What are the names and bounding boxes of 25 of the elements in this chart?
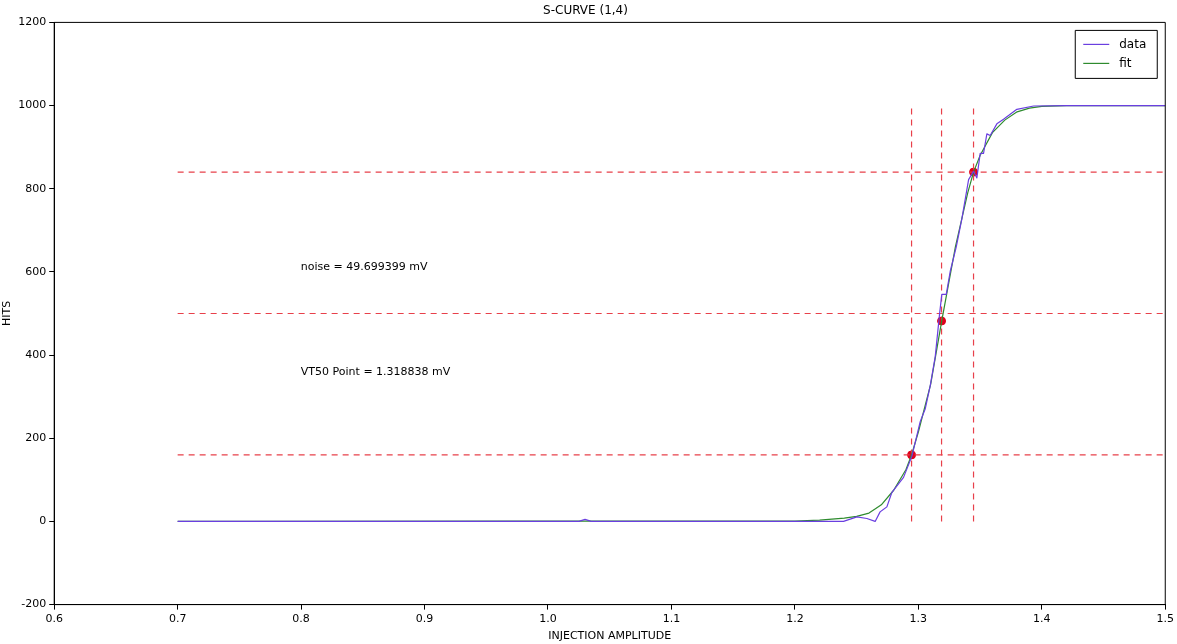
y-tick-label: 400	[25, 347, 47, 361]
y-tick-label: 800	[25, 181, 47, 195]
y-tick-label: -200	[21, 597, 47, 611]
x-tick-label: 1.1	[662, 612, 681, 626]
legend-label: data	[1119, 36, 1147, 51]
y-tick-label: 0	[39, 514, 47, 528]
y-axis-title: HITS	[0, 300, 14, 327]
x-tick-label: 1.2	[786, 612, 804, 626]
x-tick-label: 0.6	[45, 612, 63, 626]
annotation: VT50 Point = 1.318838 mV	[300, 364, 451, 378]
y-tick-label: 200	[25, 431, 47, 445]
x-tick-label: 0.8	[292, 612, 310, 626]
x-tick-label: 1.5	[1156, 612, 1174, 626]
x-tick-label: 1.0	[539, 612, 557, 626]
x-tick-label: 0.7	[168, 612, 187, 626]
x-tick-label: 1.3	[909, 612, 928, 626]
x-axis-title: INJECTION AMPLITUDE	[548, 629, 672, 643]
y-tick-label: 1200	[18, 15, 47, 29]
chart-title: S-CURVE (1,4)	[543, 3, 628, 18]
y-tick-label: 1000	[18, 98, 47, 112]
x-tick-label: 0.9	[415, 612, 434, 626]
x-tick-label: 1.4	[1033, 612, 1051, 626]
annotation: noise = 49.699399 mV	[300, 259, 429, 273]
y-tick-label: 600	[25, 264, 47, 278]
legend-label: fit	[1119, 55, 1132, 70]
